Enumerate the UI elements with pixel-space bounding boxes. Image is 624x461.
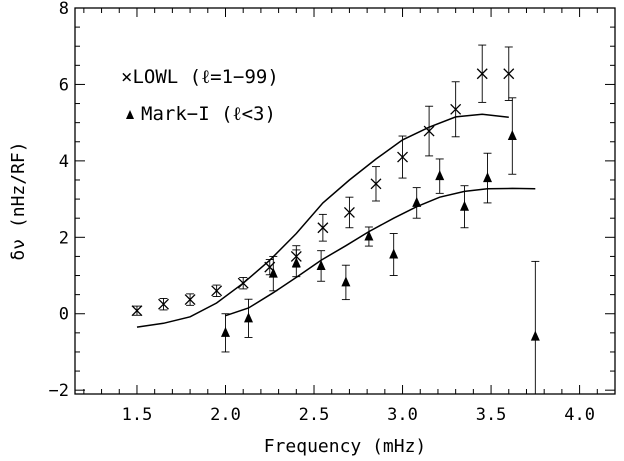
marki-point [460,200,470,211]
marki-point [412,196,422,207]
marki-point [220,326,230,337]
y-tick-label: 2 [59,228,69,248]
y-tick-label: 4 [59,152,69,172]
lowl-point [343,207,355,218]
legend-label-lowl: ×LOWL (ℓ=1−99) [121,66,279,88]
lowl-point [450,103,462,115]
y-axis-label: δν (nHz/RF) [8,141,29,260]
y-tick-label: 0 [59,305,69,325]
marki-point [483,172,493,183]
y-tick-label: 6 [59,75,69,95]
x-tick-label: 3.0 [387,405,418,425]
marki-point [389,248,399,259]
marki-point [244,312,254,323]
lowl-point [131,305,143,317]
lowl-point [317,222,329,234]
lowl-point [370,178,382,190]
lowl-point [184,294,196,306]
x-axis-label: Frequency (mHz) [264,436,427,457]
x-tick-label: 2.5 [299,405,330,425]
lowl-point [158,298,169,310]
lowl-point [397,151,409,163]
marki-point [341,276,351,287]
marki-point [291,257,301,268]
x-tick-label: 3.5 [476,405,507,425]
model-curve [225,187,536,317]
lowl-point [237,277,249,289]
x-tick-label: 1.5 [122,405,153,425]
marki-point [507,130,517,141]
legend-marker-triangle [126,110,134,119]
axis-ticks: 1.5 2.0 2.5 3.0 3.5 4.0 −2 0 2 4 6 8 [49,0,615,425]
marki-point [364,230,374,241]
marki-point [530,330,540,341]
lowl-point [476,68,488,80]
lowl-point [503,68,515,80]
marki-point [316,259,326,270]
lowl-point [423,125,435,137]
legend: ×LOWL (ℓ=1−99) Mark−I (ℓ<3) [121,66,279,125]
marki-point [435,170,445,181]
legend-label-marki: Mark−I (ℓ<3) [141,103,276,125]
y-tick-label: 8 [59,0,69,19]
plot-frame [74,7,616,395]
lowl-point [211,285,223,297]
x-tick-label: 2.0 [210,405,241,425]
model-curves [136,113,536,328]
data-points [131,44,540,394]
y-tick-label: −2 [49,381,69,401]
x-tick-label: 4.0 [564,405,595,425]
model-curve [136,113,509,328]
marki-point [268,267,278,278]
